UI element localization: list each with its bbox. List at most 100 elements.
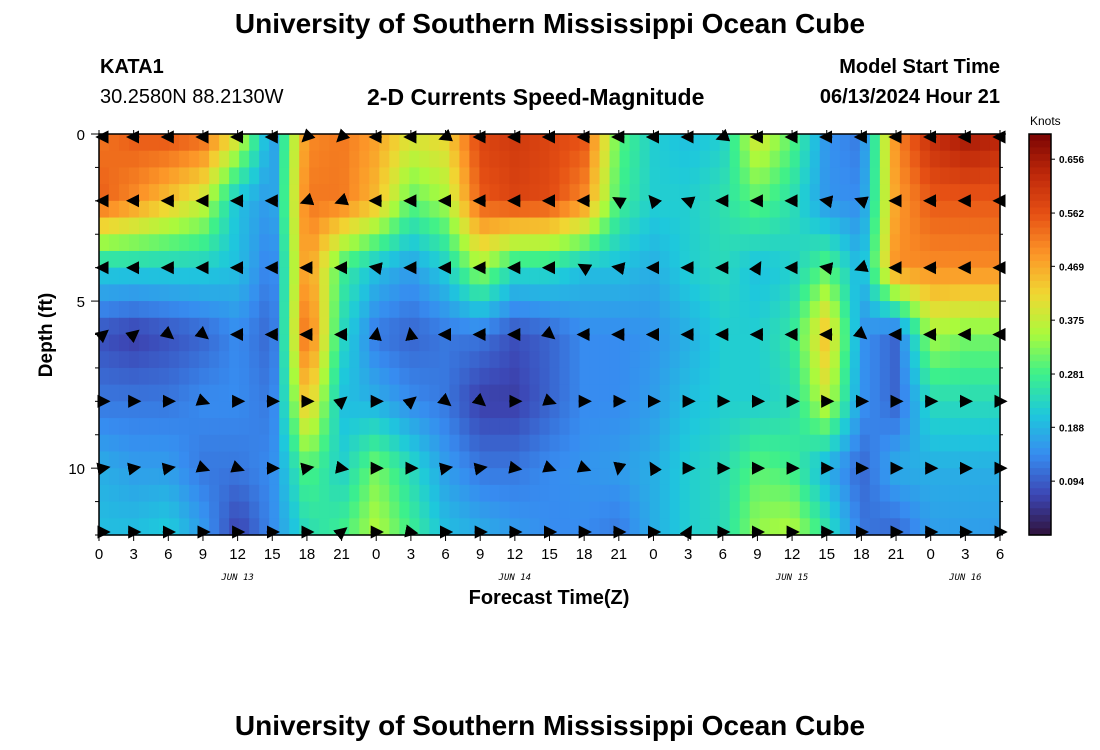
heatmap-cell [439,150,450,169]
heatmap-cell [149,401,160,419]
colorbar-segment [1029,321,1051,329]
heatmap-cell [719,217,731,235]
heatmap-cell [109,384,120,402]
heatmap-cell [109,250,120,269]
heatmap-cell [709,518,721,536]
heatmap-cell [649,184,661,202]
heatmap-cell [499,250,511,269]
current-arrow [715,128,731,142]
heatmap-cell [869,434,881,453]
heatmap-cell [909,167,921,185]
heatmap-cell [249,234,260,252]
heatmap-cell [479,484,491,503]
heatmap-cell [509,250,521,269]
heatmap-cell [919,468,931,486]
heatmap-cell [449,518,460,536]
heatmap-cell [699,267,711,285]
heatmap-cell [439,250,450,269]
heatmap-cell [149,200,160,219]
heatmap-cell [489,451,501,469]
x-tick-label: 6 [164,546,172,563]
heatmap-cell [359,334,370,352]
heatmap-cell [159,501,170,519]
heatmap-cell [669,334,681,352]
heatmap-cell [779,284,791,302]
heatmap-cell [459,234,471,252]
heatmap-cell [549,484,561,503]
heatmap-cell [649,451,661,469]
heatmap-cell [629,234,641,252]
x-tick-label: 12 [507,546,524,563]
date-label: JUN 14 [498,573,532,583]
heatmap-cell [839,167,851,185]
heatmap-cell [649,317,661,336]
heatmap-cell [609,200,621,219]
heatmap-cell [269,150,280,169]
heatmap-cell [719,317,731,336]
heatmap-cell [679,434,691,453]
heatmap-cell [749,167,761,185]
heatmap-cell [329,167,340,185]
heatmap-cell [379,367,390,386]
heatmap-cell [959,200,971,219]
heatmap-cell [169,367,180,386]
heatmap-cell [779,434,791,453]
current-arrows [94,128,1008,541]
heatmap-cell [939,334,951,352]
heatmap-cell [519,434,531,453]
heatmap-cell [449,167,460,185]
x-tick-label: 15 [818,546,835,563]
heatmap-cell [679,418,691,436]
heatmap-cell [449,267,460,285]
heatmap-cell [679,351,691,369]
heatmap-cell [459,200,471,219]
heatmap-cell [289,217,300,235]
current-arrow [542,393,557,406]
heatmap-cell [619,501,631,519]
heatmap-cell [99,234,110,252]
colorbar-tick-label: 0.562 [1059,209,1084,220]
heatmap-cell [869,234,881,252]
heatmap-cell [589,351,601,369]
heatmap-cell [419,434,430,453]
colorbar-segment [1029,207,1051,215]
heatmap-cell [739,351,751,369]
heatmap-cell [899,301,911,319]
heatmap-cell [919,217,931,235]
heatmap-cell [279,468,290,486]
heatmap-cell [149,434,160,453]
heatmap-cell [199,384,210,402]
heatmap-cell [469,284,481,302]
heatmap-cell [449,351,460,369]
heatmap-cell [249,484,260,503]
colorbar-segment [1029,154,1051,162]
heatmap-cell [829,434,841,453]
heatmap-cell [699,367,711,386]
heatmap-cell [959,484,971,503]
heatmap-cell [359,484,370,503]
current-arrow [852,325,868,340]
heatmap-cell [689,301,701,319]
heatmap-cell [979,418,991,436]
heatmap-cell [449,484,460,503]
heatmap-cell [499,401,511,419]
heatmap-cell [969,167,981,185]
heatmap-cell [289,351,300,369]
heatmap-cell [839,200,851,219]
heatmap-cell [419,250,430,269]
heatmap-cell [619,250,631,269]
heatmap-cell [559,518,571,536]
heatmap-cell [969,267,981,285]
heatmap-cell [689,518,701,536]
heatmap-cell [409,401,420,419]
heatmap-cell [229,501,240,519]
heatmap-cell [639,150,651,169]
colorbar-segment [1029,428,1051,436]
heatmap-cell [599,484,611,503]
heatmap-cell [109,267,120,285]
heatmap-cell [639,267,651,285]
heatmap-cell [219,250,230,269]
heatmap-cell [109,501,120,519]
heatmap-cell [899,250,911,269]
heatmap-cell [969,217,981,235]
